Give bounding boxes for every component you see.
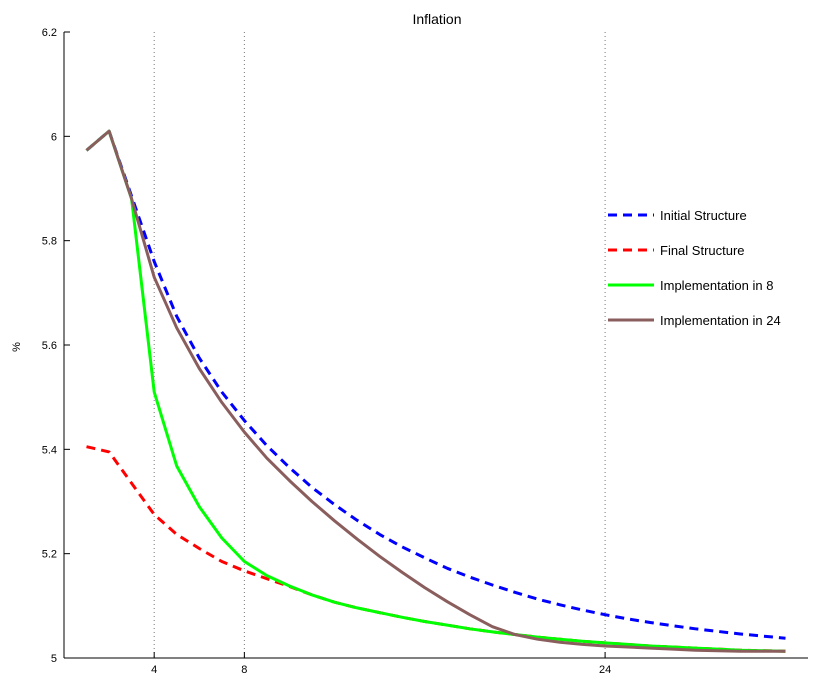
legend-label-2: Final Structure (660, 243, 745, 258)
y-tick-label: 5 (51, 653, 57, 665)
x-tick-label: 8 (241, 664, 247, 676)
series-line-1 (85, 129, 786, 640)
y-tick-label: 6.2 (42, 27, 57, 39)
series-lines (85, 129, 786, 653)
y-axis-label: % (11, 342, 23, 352)
y-tick-label: 6 (51, 131, 57, 143)
legend-label-1: Initial Structure (660, 208, 747, 223)
chart-title: Inflation (412, 11, 461, 27)
x-tick-label: 4 (151, 664, 157, 676)
y-tick-label: 5.2 (42, 549, 57, 561)
legend-label-3: Implementation in 8 (660, 278, 773, 293)
y-tick-label: 5.8 (42, 236, 57, 248)
axes: 5 5.2 5.4 5.6 5.8 6 6.2 4 8 24 (42, 27, 808, 676)
series-line-4 (85, 129, 786, 653)
y-tick-label: 5.4 (42, 444, 57, 456)
y-tick-label: 5.6 (42, 340, 57, 352)
legend: Initial Structure Final Structure Implemen… (608, 208, 781, 328)
series-line-3 (85, 129, 786, 653)
legend-label-4: Implementation in 24 (660, 313, 781, 328)
x-tick-label: 24 (599, 664, 611, 676)
vertical-reference-lines (153, 32, 606, 658)
series-line-2 (86, 445, 786, 653)
